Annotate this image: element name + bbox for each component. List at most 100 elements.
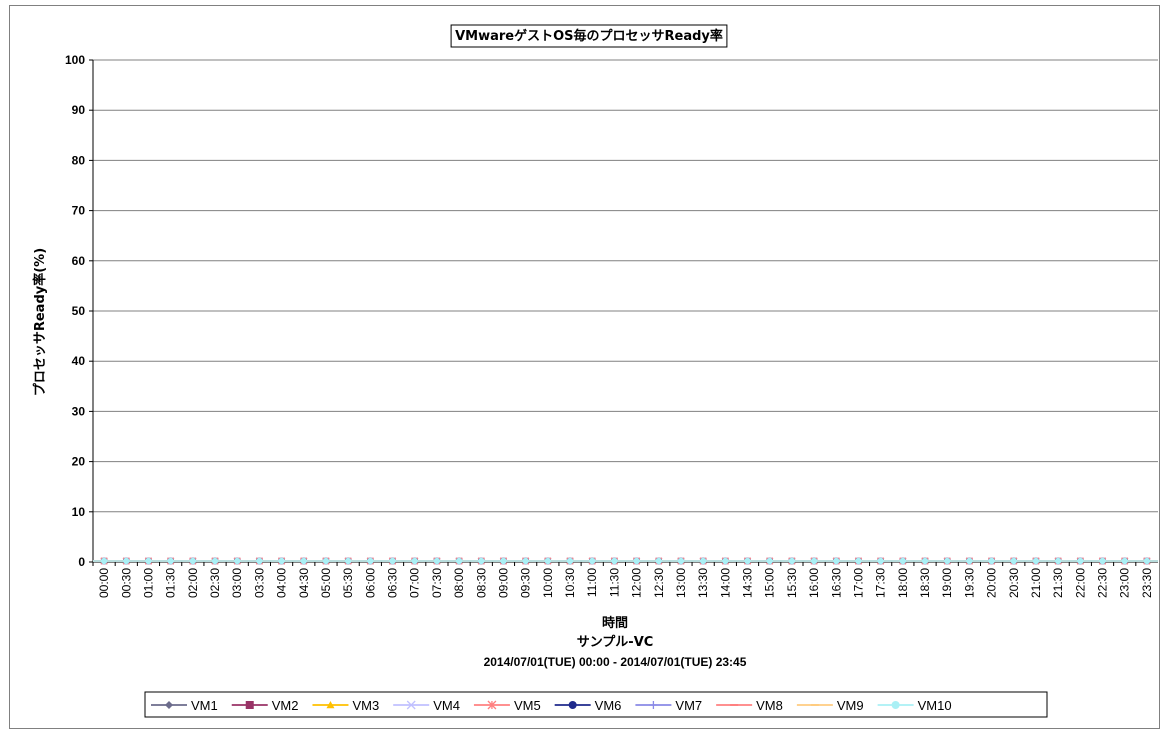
x-tick-label: 21:30	[1051, 568, 1065, 598]
legend-marker	[326, 701, 335, 709]
x-tick-label: 22:00	[1073, 568, 1087, 598]
y-tick-label: 50	[72, 304, 86, 318]
data-point	[988, 557, 995, 565]
x-tick-label: 22:30	[1096, 568, 1110, 598]
series-vm10	[93, 557, 1158, 565]
legend-marker	[406, 700, 416, 710]
legend-label: VM7	[675, 698, 702, 713]
y-tick-label: 80	[72, 153, 86, 167]
data-point	[500, 557, 507, 565]
data-point	[344, 557, 352, 565]
data-point	[899, 557, 907, 565]
chart-subtitle-period: 2014/07/01(TUE) 00:00 - 2014/07/01(TUE) …	[484, 655, 747, 669]
x-tick-label: 15:30	[785, 568, 799, 598]
data-point	[566, 557, 574, 565]
legend-item-vm4: VM4	[393, 698, 460, 713]
data-point	[699, 557, 707, 565]
data-point	[589, 557, 596, 565]
x-tick-label: 06:30	[386, 568, 400, 598]
data-point	[278, 557, 285, 565]
x-axis-label: 時間	[602, 615, 628, 631]
x-tick-label: 16:00	[807, 568, 821, 598]
data-point	[367, 557, 374, 565]
x-tick-label: 09:00	[496, 568, 510, 598]
legend-item-vm2: VM2	[231, 698, 298, 713]
x-tick-label: 13:30	[696, 568, 710, 598]
x-tick-label: 21:00	[1029, 568, 1043, 598]
data-point	[944, 557, 951, 565]
legend-label: VM4	[433, 698, 460, 713]
x-tick-label: 04:00	[275, 568, 289, 598]
data-point	[677, 557, 685, 565]
legend-item-vm3: VM3	[312, 698, 379, 713]
data-point	[433, 557, 441, 565]
data-point	[256, 557, 263, 565]
data-point	[1077, 557, 1084, 565]
chart-subtitle-source: サンプル-VC	[577, 635, 654, 650]
y-tick-label: 60	[72, 254, 86, 268]
x-tick-label: 20:00	[985, 568, 999, 598]
legend-marker	[730, 704, 739, 706]
data-point	[189, 557, 197, 565]
legend-label: VM5	[514, 698, 541, 713]
x-tick-label: 23:30	[1140, 568, 1154, 598]
x-tick-label: 07:00	[408, 568, 422, 598]
data-point	[966, 557, 973, 565]
x-tick-label: 00:30	[119, 568, 133, 598]
y-axis-label: プロセッサReady率(%)	[32, 248, 48, 396]
data-point	[522, 557, 529, 565]
data-point	[211, 557, 219, 565]
legend-label: VM9	[837, 698, 864, 713]
x-tick-label: 19:00	[940, 568, 954, 598]
legend-marker	[568, 701, 577, 709]
x-tick-label: 14:30	[741, 568, 755, 598]
data-point	[411, 557, 418, 565]
data-point	[1032, 557, 1040, 565]
x-tick-label: 18:00	[896, 568, 910, 598]
data-point	[633, 557, 640, 565]
data-point	[100, 557, 108, 565]
x-tick-label: 18:30	[918, 568, 932, 598]
data-point	[1121, 557, 1128, 565]
x-tick-label: 00:00	[97, 568, 111, 598]
legend-label: VM8	[756, 698, 783, 713]
legend-label: VM6	[595, 698, 622, 713]
x-tick-label: 12:30	[652, 568, 666, 598]
data-point	[145, 557, 152, 565]
y-tick-label: 10	[72, 505, 86, 519]
legend-item-vm9: VM9	[796, 698, 864, 713]
data-point	[455, 557, 463, 565]
data-point	[833, 557, 840, 565]
x-tick-labels: 00:00 00:30 01:00 01:30 02:00 02:30 03:00 03:30…	[92, 562, 1154, 598]
data-point	[322, 557, 330, 565]
x-tick-label: 01:30	[164, 568, 178, 598]
legend-item-vm5: VM5	[473, 698, 541, 713]
x-tick-label: 12:00	[630, 568, 644, 598]
data-point	[810, 557, 818, 565]
y-tick-label: 20	[72, 455, 86, 469]
data-point	[877, 557, 884, 565]
y-tick-label: 40	[72, 354, 86, 368]
x-tick-label: 16:30	[829, 568, 843, 598]
x-tick-label: 08:30	[474, 568, 488, 598]
y-tick-label: 100	[65, 53, 85, 67]
data-point	[1143, 557, 1151, 565]
x-tick-label: 03:30	[252, 568, 266, 598]
x-tick-label: 02:00	[186, 568, 200, 598]
legend-item-vm6: VM6	[554, 698, 622, 713]
x-tick-label: 11:00	[585, 568, 599, 597]
y-tick-label: 30	[72, 404, 86, 418]
chart-frame	[9, 5, 1160, 729]
x-tick-label: 02:30	[208, 568, 222, 598]
data-point	[1010, 557, 1017, 565]
series-marks	[93, 557, 1158, 565]
y-tick-label: 0	[78, 555, 85, 569]
legend-item-vm1: VM1	[151, 698, 218, 713]
data-point	[123, 557, 130, 565]
data-point	[478, 557, 485, 565]
data-point	[611, 557, 618, 565]
x-tick-label: 05:00	[319, 568, 333, 598]
x-tick-label: 10:30	[563, 568, 577, 598]
data-point	[655, 557, 662, 565]
